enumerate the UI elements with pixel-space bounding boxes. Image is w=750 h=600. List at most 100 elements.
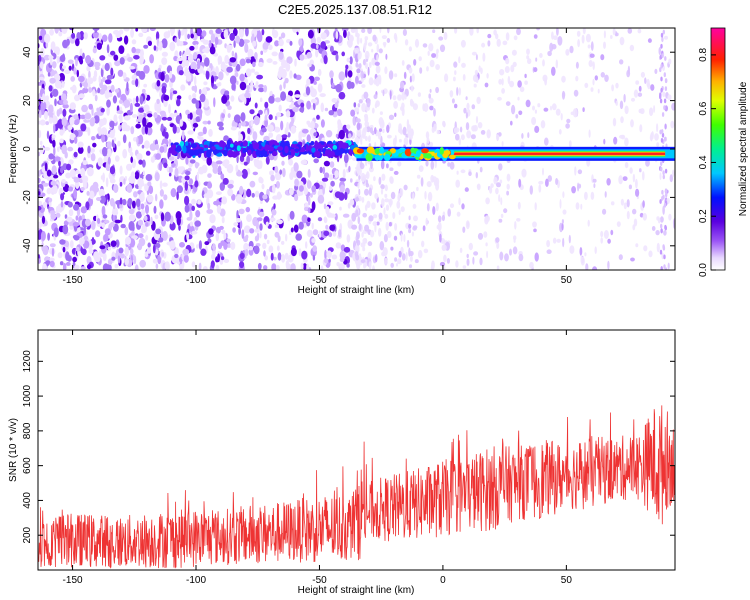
spectral-speckle [209,46,216,55]
spectral-speckle [411,73,415,82]
band-speckle [225,146,231,150]
spectral-speckle [136,153,143,161]
spectral-speckle [200,248,207,256]
spectral-speckle [264,255,269,261]
spectral-speckle [350,178,353,183]
spectral-speckle [531,116,537,126]
spectral-speckle [232,227,236,233]
spectral-speckle [90,220,96,230]
spectral-speckle [193,52,198,60]
spectral-speckle [117,140,121,147]
spectral-speckle [290,125,297,134]
spectral-speckle [455,179,461,188]
spectral-speckle [43,54,51,61]
spectral-speckle [443,254,447,263]
spectral-speckle [349,198,355,206]
spectral-speckle [259,97,263,103]
spectral-speckle [473,83,477,88]
spectral-speckle [385,204,390,211]
spectral-speckle [331,82,335,88]
spectral-speckle [559,199,562,209]
spectral-speckle [62,262,67,270]
spectral-speckle [113,184,119,193]
snr-line [38,405,675,569]
spectral-speckle [134,48,142,54]
spectral-speckle [166,165,170,173]
spectral-speckle [305,86,311,96]
spectral-speckle [524,80,528,85]
spectral-speckle [119,115,123,124]
spectral-speckle [128,141,131,149]
spectral-speckle [362,246,366,252]
spectral-speckle [60,193,65,201]
spectral-speckle [375,77,380,87]
spectral-speckle [556,238,561,243]
spectral-speckle [271,28,276,37]
spectral-speckle [184,195,190,206]
spectral-speckle [106,44,110,54]
band-speckle [271,150,278,157]
spectral-speckle [519,86,525,93]
spectral-speckle [170,188,177,198]
spectral-speckle [597,88,600,94]
spectral-speckle [525,99,531,108]
spectral-speckle [60,166,64,174]
spectral-speckle [142,159,146,168]
spectral-speckle [236,154,239,164]
spectral-speckle [505,32,510,41]
band-speckle [230,143,234,148]
spectral-speckle [119,165,123,175]
snr-y-label: SNR (10 * v/v) [8,418,19,482]
spectral-speckle [462,265,467,269]
spectral-speckle [635,243,639,248]
spectral-speckle [247,127,251,135]
colorbar-label: Normalized spectral amplitude [738,81,749,216]
spectral-speckle [266,239,270,245]
spectral-speckle [244,92,251,99]
spectral-speckle [402,126,407,136]
spectral-speckle [201,30,207,37]
spectral-speckle [146,194,154,203]
spectral-speckle [122,148,128,159]
spectral-speckle [290,263,296,270]
spectral-speckle [316,36,322,44]
spectral-speckle [155,153,162,160]
spectral-speckle [386,124,390,133]
spectral-speckle [221,196,228,205]
spectral-speckle [318,230,322,238]
band-speckle [221,141,227,147]
spectral-speckle [61,179,66,183]
spectral-speckle [354,47,360,54]
spectral-speckle [443,31,448,41]
spectral-speckle [202,266,208,270]
spectral-speckle [68,209,74,217]
spectral-speckle [185,170,191,176]
spectral-speckle [401,91,406,101]
spectral-speckle [477,232,484,240]
spectral-speckle [659,249,663,255]
spectral-speckle [238,208,245,215]
spectral-speckle [281,134,288,139]
spectral-speckle [38,205,42,211]
spectral-speckle [388,114,395,121]
spectral-speckle [299,54,305,61]
spectral-speckle [63,220,69,226]
spectral-speckle [408,67,413,74]
spectral-speckle [664,35,668,40]
spectral-speckle [134,102,141,107]
spectral-speckle [472,256,475,265]
spectral-speckle [335,83,342,93]
spectral-speckle [133,255,137,265]
spectral-speckle [68,65,72,71]
signal-speckle [425,153,432,159]
spectral-speckle [613,136,618,145]
spectral-speckle [62,103,69,109]
spectral-speckle [220,240,226,246]
spectral-speckle [274,97,282,103]
spectral-speckle [461,62,466,68]
spectral-speckle [274,231,280,238]
spectrogram-heatmap [38,28,675,270]
spectral-speckle [661,252,664,260]
spectral-speckle [310,88,317,98]
